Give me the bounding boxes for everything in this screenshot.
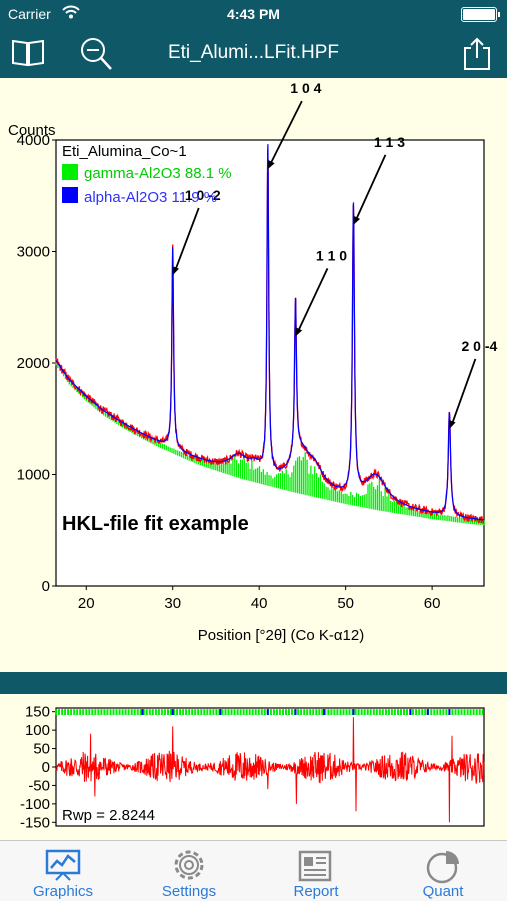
peak-arrow-head — [353, 215, 361, 225]
plot-curves — [55, 144, 485, 526]
y-tick-label: 100 — [25, 722, 50, 739]
book-button[interactable] — [10, 36, 46, 70]
report-icon — [298, 850, 332, 882]
difference-line — [55, 717, 485, 823]
peak-label: 1 1 0 — [316, 247, 347, 263]
y-tick-label: 150 — [25, 704, 50, 721]
x-tick-label: 20 — [78, 595, 95, 612]
share-icon — [464, 37, 490, 70]
difference-curve — [55, 709, 485, 823]
status-bar: Carrier 4:43 PM — [0, 0, 507, 28]
y-tick-label: -50 — [28, 777, 50, 794]
battery-icon — [461, 7, 500, 22]
zoom-out-icon — [81, 38, 112, 70]
peak-arrow — [355, 154, 387, 220]
calculated-profile — [55, 144, 484, 521]
tab-quant-label: Quant — [422, 883, 464, 900]
y-tick-label: -150 — [20, 814, 50, 831]
alpha-reflection-ticks — [141, 709, 451, 716]
peak-label: 1 1 3 — [374, 134, 405, 150]
peak-arrow-head — [449, 419, 456, 429]
tab-graphics[interactable]: Graphics — [0, 841, 126, 901]
x-axis-label: Position [°2θ] (Co K-α12) — [198, 627, 364, 644]
tab-report[interactable]: Report — [253, 841, 379, 901]
status-time: 4:43 PM — [227, 6, 280, 22]
quant-icon — [426, 851, 459, 884]
zoom-out-button[interactable] — [78, 36, 114, 70]
panel-divider[interactable] — [0, 672, 507, 694]
legend-swatch-gamma — [62, 164, 78, 180]
y-tick-label: 1000 — [17, 467, 50, 484]
settings-icon — [174, 850, 204, 880]
x-tick-label: 50 — [337, 595, 354, 612]
wifi-icon — [62, 5, 80, 19]
y-tick-label: 2000 — [17, 355, 50, 372]
peak-arrow-head — [172, 266, 179, 276]
y-tick-label: -100 — [20, 796, 50, 813]
rwp-annotation: Rwp = 2.8244 — [62, 807, 155, 824]
x-tick-label: 30 — [164, 595, 181, 612]
peak-arrow — [297, 268, 329, 331]
peak-arrow-head — [267, 160, 275, 170]
y-axis-label: Counts — [8, 122, 56, 139]
tab-bar: Graphics Settings Report Quant — [0, 840, 507, 901]
peak-arrow — [451, 358, 477, 424]
navigation-bar: Eti_Alumi...LFit.HPF — [0, 28, 507, 78]
peak-arrow — [174, 207, 200, 270]
share-button[interactable] — [462, 36, 498, 70]
legend-label-gamma: gamma-Al2O3 88.1 % — [84, 165, 232, 182]
y-tick-label: 0 — [42, 578, 50, 595]
tab-report-label: Report — [293, 883, 339, 900]
x-tick-label: 40 — [251, 595, 268, 612]
legend-swatch-alpha — [62, 187, 78, 203]
book-icon — [12, 39, 44, 67]
tab-settings-label: Settings — [161, 883, 217, 900]
y-tick-label: 4000 — [17, 132, 50, 149]
tab-settings[interactable]: Settings — [126, 841, 252, 901]
document-title: Eti_Alumi...LFit.HPF — [167, 42, 340, 63]
peak-label: 2 0 -4 — [462, 338, 498, 354]
peak-arrow-head — [295, 327, 303, 337]
y-tick-label: 3000 — [17, 244, 50, 261]
peak-annotations: 1 0 -2 1 0 4 1 1 0 1 1 3 2 0 -4 — [172, 80, 498, 429]
tab-graphics-label: Graphics — [32, 883, 94, 900]
peak-arrow — [270, 100, 303, 164]
gamma-reflection-ticks — [55, 709, 484, 716]
y-tick-label: 0 — [42, 759, 50, 776]
fit-example-annotation: HKL-file fit example — [62, 513, 249, 535]
chart-title: Eti_Alumina_Co~1 — [62, 143, 187, 160]
plot-axes: 0 1000 2000 3000 4000 20 30 40 50 60 — [17, 132, 485, 612]
x-tick-label: 60 — [424, 595, 441, 612]
y-tick-label: 50 — [33, 741, 50, 758]
plot-area — [55, 139, 485, 587]
legend-label-alpha: alpha-Al2O3 11.9 % — [84, 189, 217, 206]
graphics-icon — [45, 849, 81, 881]
peak-label: 1 0 4 — [290, 80, 321, 96]
carrier-label: Carrier — [8, 6, 51, 22]
difference-plot-panel[interactable]: 150 100 50 0 -50 -100 -150 Rwp = 2.8244 — [0, 694, 507, 840]
tab-quant[interactable]: Quant — [380, 841, 506, 901]
peak-label: 1 0 -2 — [185, 187, 221, 203]
